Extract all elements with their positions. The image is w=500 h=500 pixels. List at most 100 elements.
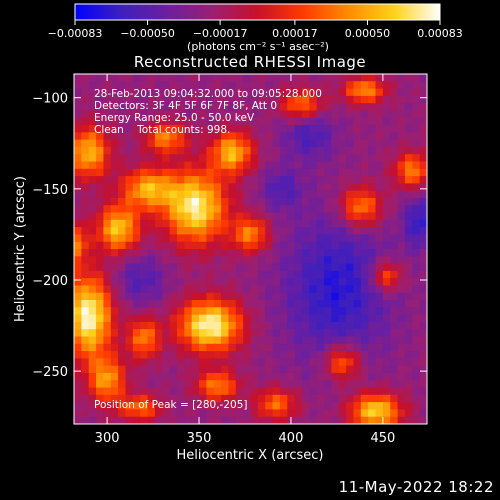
- heatmap-cell: [162, 205, 171, 214]
- heatmap-cell: [301, 300, 310, 308]
- heatmap-cell: [412, 329, 421, 338]
- heatmap-cell: [125, 292, 134, 301]
- heatmap-cell: [81, 154, 90, 163]
- heatmap-cell: [324, 416, 332, 424]
- heatmap-cell: [353, 103, 362, 112]
- heatmap-cell: [360, 154, 369, 163]
- heatmap-cell: [346, 88, 355, 97]
- heatmap-cell: [169, 365, 178, 374]
- heatmap-cell: [154, 321, 163, 330]
- heatmap-cell: [221, 117, 230, 126]
- heatmap-cell: [346, 249, 355, 257]
- heatmap-cell: [397, 314, 406, 323]
- heatmap-cell: [140, 343, 149, 352]
- heatmap-cell: [338, 365, 347, 374]
- heatmap-cell: [221, 263, 230, 272]
- heatmap-cell: [309, 103, 318, 112]
- heatmap-cell: [74, 285, 82, 294]
- heatmap-cell: [147, 183, 156, 192]
- heatmap-cell: [331, 416, 340, 424]
- heatmap-cell: [243, 321, 252, 330]
- heatmap-cell: [176, 197, 185, 206]
- heatmap-cell: [265, 416, 274, 424]
- heatmap-cell: [404, 74, 413, 82]
- heatmap-cell: [74, 176, 82, 184]
- heatmap-cell: [250, 263, 259, 272]
- heatmap-cell: [184, 161, 193, 170]
- heatmap-cell: [243, 103, 252, 112]
- heatmap-cell: [125, 219, 134, 228]
- heatmap-cell: [412, 343, 421, 352]
- heatmap-cell: [287, 132, 296, 141]
- heatmap-cell: [346, 416, 355, 424]
- heatmap-cell: [132, 372, 141, 381]
- heatmap-cell: [346, 74, 355, 82]
- heatmap-cell: [96, 285, 105, 294]
- heatmap-cell: [228, 125, 237, 133]
- heatmap-cell: [184, 307, 193, 316]
- heatmap-cell: [353, 358, 362, 367]
- heatmap-cell: [132, 125, 141, 133]
- heatmap-cell: [110, 372, 119, 381]
- heatmap-cell: [88, 95, 97, 104]
- heatmap-cell: [235, 125, 244, 133]
- heatmap-cell: [382, 197, 391, 206]
- heatmap-cell: [184, 387, 193, 396]
- heatmap-cell: [279, 197, 288, 206]
- heatmap-cell: [404, 263, 413, 272]
- heatmap-cell: [294, 329, 303, 338]
- heatmap-cell: [272, 197, 281, 206]
- heatmap-cell: [176, 270, 185, 279]
- heatmap-cell: [279, 329, 288, 338]
- heatmap-cell: [412, 190, 421, 199]
- heatmap-cell: [110, 197, 119, 206]
- heatmap-cell: [243, 336, 252, 345]
- heatmap-cell: [390, 249, 399, 257]
- heatmap-cell: [404, 132, 413, 141]
- heatmap-cell: [176, 227, 185, 236]
- heatmap-cell: [221, 74, 230, 82]
- heatmap-cell: [250, 205, 259, 214]
- heatmap-cell: [301, 343, 310, 352]
- heatmap-cell: [243, 161, 252, 170]
- heatmap-cell: [360, 146, 369, 155]
- heatmap-cell: [272, 212, 281, 221]
- heatmap-cell: [287, 183, 296, 192]
- heatmap-cell: [228, 183, 237, 192]
- heatmap-cell: [272, 205, 281, 214]
- heatmap-cell: [221, 190, 230, 199]
- heatmap-cell: [287, 125, 296, 133]
- heatmap-cell: [331, 292, 340, 301]
- heatmap-cell: [390, 103, 399, 112]
- heatmap-cell: [132, 263, 141, 272]
- heatmap-cell: [169, 351, 178, 359]
- heatmap-cell: [309, 351, 318, 359]
- heatmap-cell: [147, 285, 156, 294]
- heatmap-cell: [375, 74, 384, 82]
- heatmap-cell: [74, 88, 82, 97]
- heatmap-cell: [191, 81, 200, 90]
- heatmap-cell: [140, 219, 149, 228]
- heatmap-cell: [338, 110, 347, 119]
- heatmap-cell: [360, 74, 369, 82]
- y-tick-label: −200: [32, 274, 68, 289]
- heatmap-cell: [132, 146, 141, 155]
- heatmap-cell: [412, 292, 421, 301]
- heatmap-cell: [287, 402, 296, 411]
- heatmap-cell: [103, 190, 112, 199]
- heatmap-cell: [228, 387, 237, 396]
- heatmap-cell: [169, 358, 178, 367]
- heatmap-cell: [213, 212, 222, 221]
- heatmap-cell: [368, 219, 377, 228]
- heatmap-cell: [96, 183, 105, 192]
- heatmap-cell: [265, 234, 274, 243]
- heatmap-cell: [375, 95, 384, 104]
- heatmap-cell: [301, 380, 310, 389]
- heatmap-cell: [199, 234, 207, 243]
- heatmap-cell: [331, 365, 340, 374]
- heatmap-cell: [206, 81, 215, 90]
- heatmap-cell: [96, 358, 105, 367]
- heatmap-cell: [88, 307, 97, 316]
- heatmap-cell: [412, 161, 421, 170]
- heatmap-cell: [81, 416, 90, 424]
